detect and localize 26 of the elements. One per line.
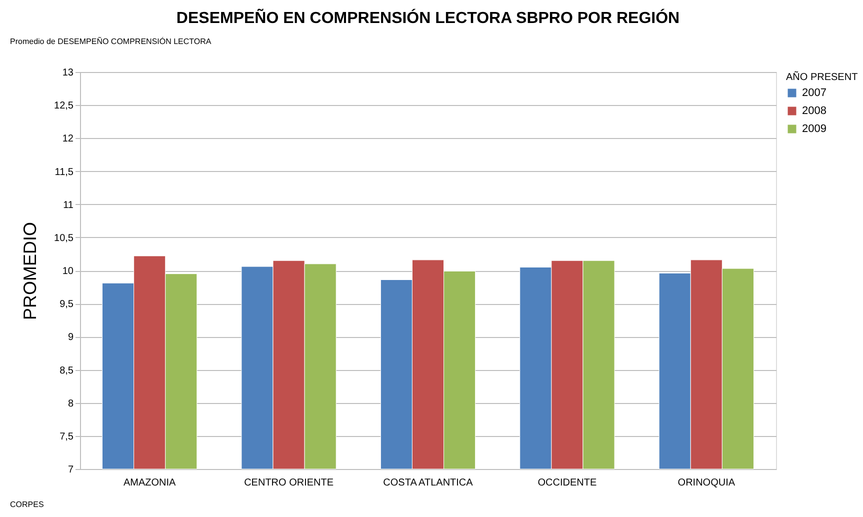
y-axis-title: PROMEDIO — [20, 222, 40, 320]
y-tick-label: 13 — [62, 68, 74, 78]
y-tick-label: 12,5 — [54, 100, 74, 112]
legend-label: 2007 — [802, 87, 826, 99]
y-tick-label: 11 — [63, 200, 74, 211]
legend-label: 2009 — [802, 123, 826, 135]
x-tick-label: AMAZONIA — [123, 478, 176, 488]
x-tick-label: CENTRO ORIENTE — [244, 478, 334, 488]
legend-title: AÑO PRESENT — [786, 71, 858, 83]
text: CORPES — [10, 500, 44, 509]
y-tick-label: 9 — [68, 332, 74, 344]
y-tick-label: 8,5 — [60, 365, 74, 376]
y-tick-label: 10,5 — [54, 232, 74, 244]
chart-title: DESEMPEÑO EN COMPRENSIÓN LECTORA SBPRO POR REGIÓN — [176, 8, 680, 27]
y-tick-label: 11,5 — [54, 166, 74, 178]
y-tick-label: 9,5 — [60, 299, 74, 310]
y-tick-label: 8 — [68, 398, 74, 410]
x-tick-label: OCCIDENTE — [538, 478, 597, 488]
y-tick-label: 7 — [68, 464, 74, 476]
x-tick-label: COSTA ATLANTICA — [383, 478, 474, 488]
y-tick-label: 12 — [62, 134, 74, 145]
legend-label: 2008 — [802, 105, 826, 117]
y-tick-label: 10 — [62, 266, 74, 277]
x-tick-label: ORINOQUIA — [678, 478, 736, 488]
y-tick-label: 7,5 — [60, 431, 74, 442]
text: Promedio de DESEMPEÑO COMPRENSIÓN LECTORA — [10, 36, 212, 46]
